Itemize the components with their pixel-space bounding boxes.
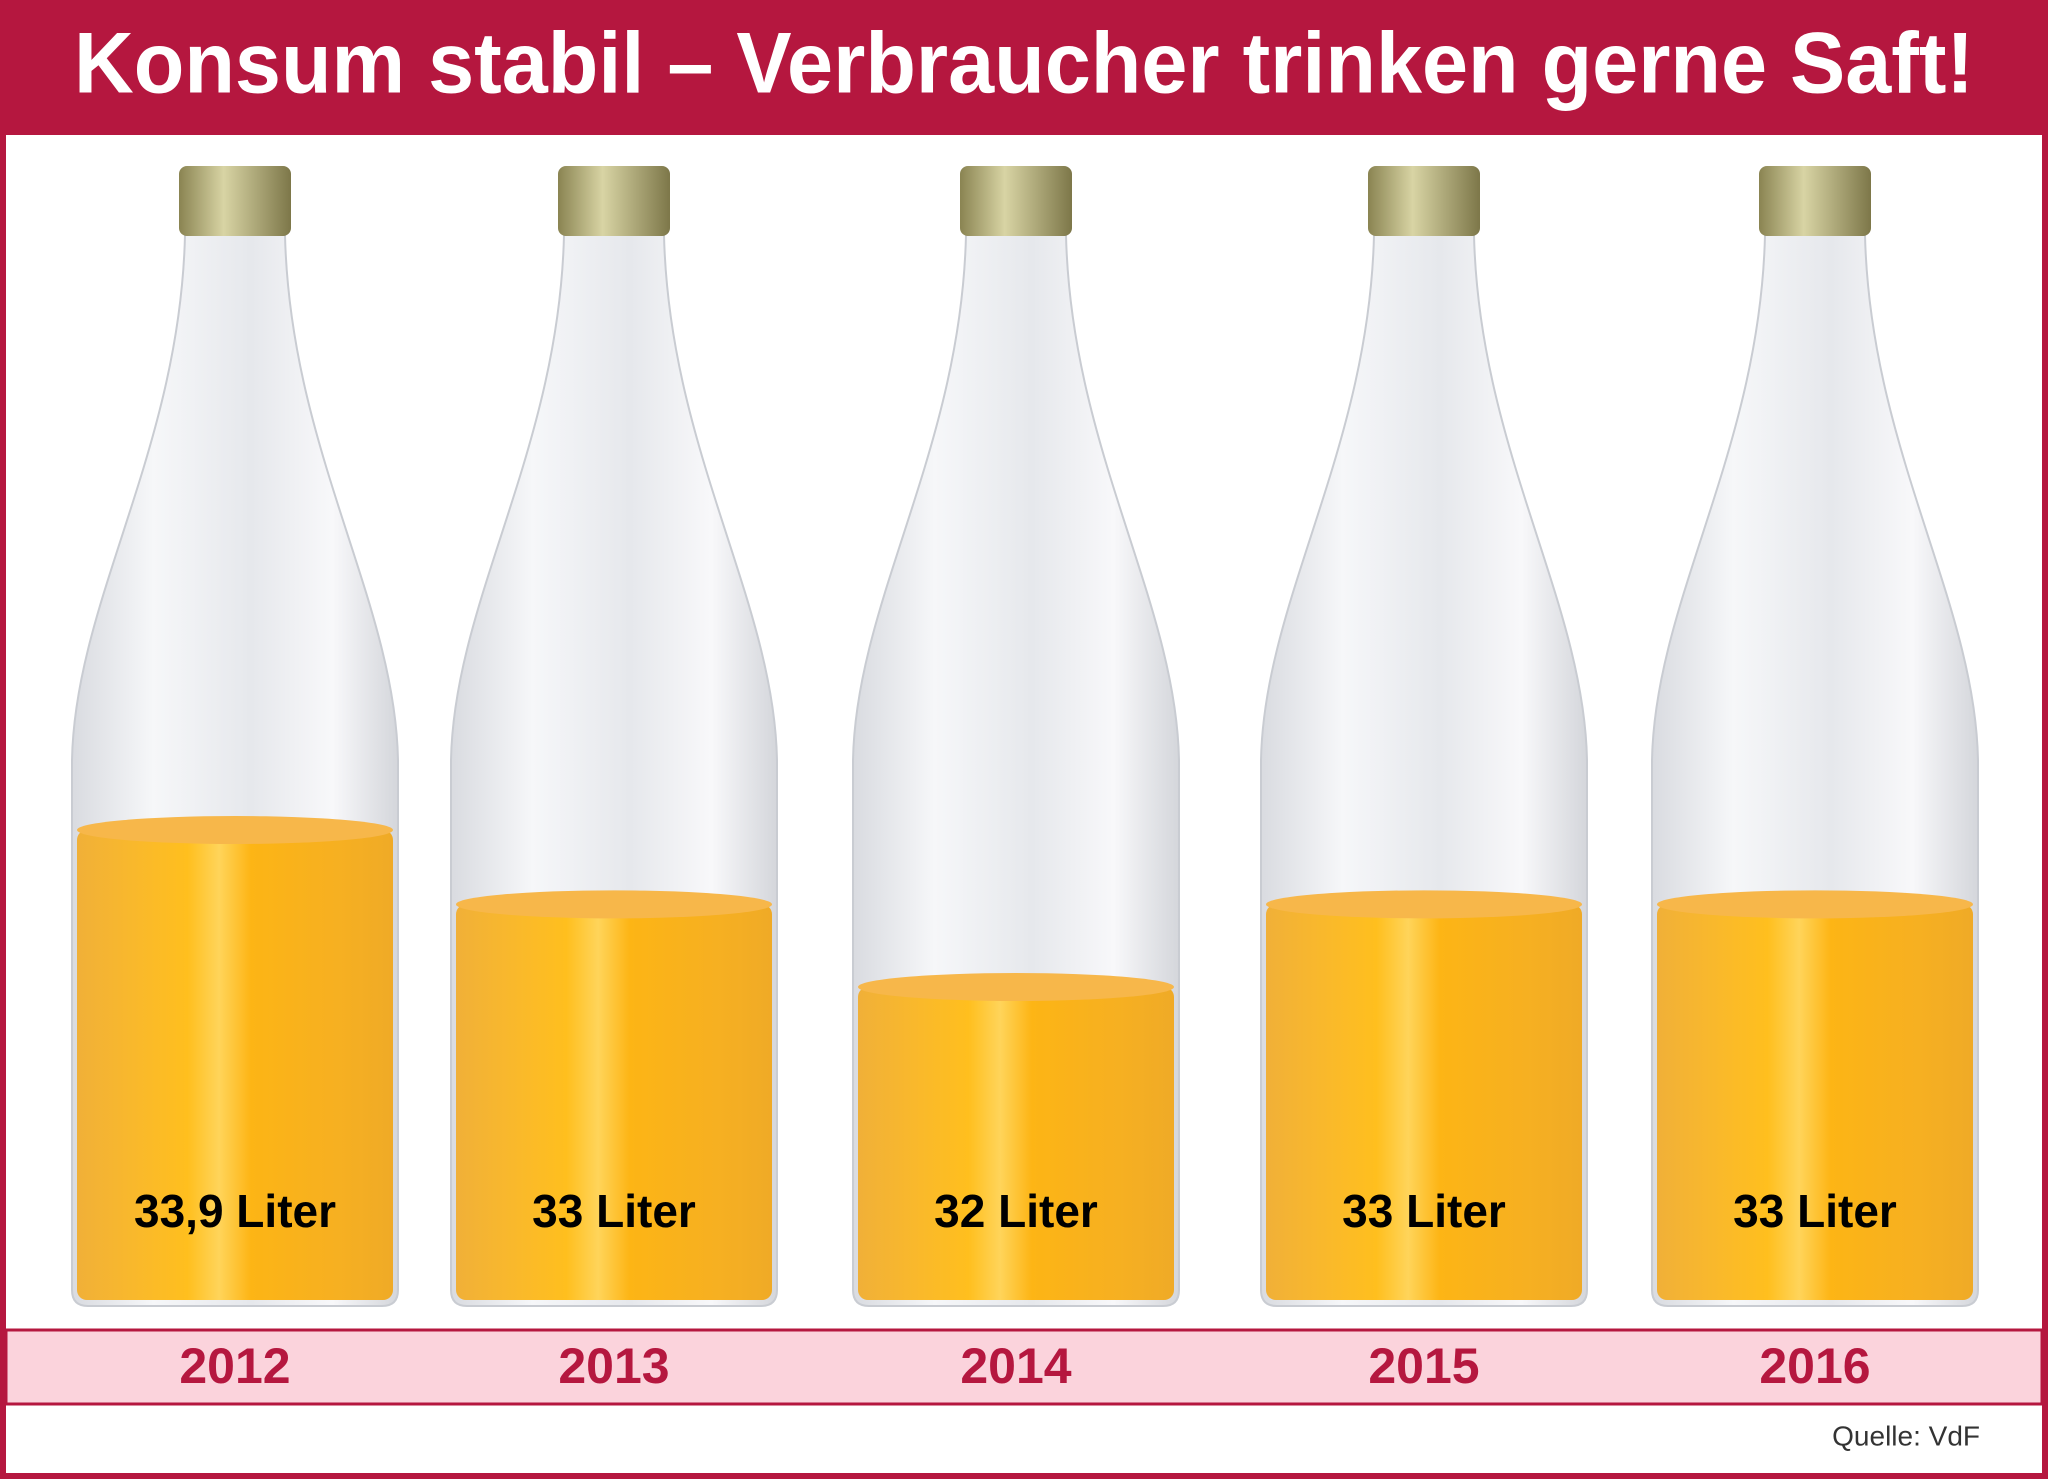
juice-surface <box>1266 890 1582 919</box>
juice-body <box>456 904 772 1300</box>
x-tick-label: 2013 <box>558 1338 669 1394</box>
x-tick-label: 2014 <box>960 1338 1071 1394</box>
source: Quelle: VdF <box>1832 1420 1980 1451</box>
juice <box>456 890 772 1300</box>
juice-surface <box>1657 890 1973 919</box>
data-label: 33 Liter <box>1733 1185 1897 1237</box>
juice-body <box>858 987 1174 1300</box>
bottle-cap <box>1759 166 1871 236</box>
juice-surface <box>77 816 393 844</box>
x-tick-label: 2016 <box>1759 1338 1870 1394</box>
data-label: 33 Liter <box>1342 1185 1506 1237</box>
x-tick-label: 2012 <box>179 1338 290 1394</box>
juice-surface <box>456 890 772 919</box>
juice <box>858 973 1174 1300</box>
bottle-cap <box>960 166 1072 236</box>
juice-surface <box>858 973 1174 1001</box>
bottle-cap <box>558 166 670 236</box>
data-label: 32 Liter <box>934 1185 1098 1237</box>
juice <box>77 816 393 1300</box>
juice-body <box>77 830 393 1300</box>
data-label: 33 Liter <box>532 1185 696 1237</box>
juice-body <box>1657 904 1973 1300</box>
juice <box>1266 890 1582 1300</box>
chart-title: Konsum stabil – Verbraucher trinken gern… <box>74 16 1974 112</box>
bottle-cap <box>1368 166 1480 236</box>
x-tick-label: 2015 <box>1368 1338 1479 1394</box>
category-strip <box>4 1328 2044 1406</box>
data-label: 33,9 Liter <box>134 1185 336 1237</box>
bottle-cap <box>179 166 291 236</box>
juice-body <box>1266 904 1582 1300</box>
title-bar <box>0 0 2048 135</box>
juice <box>1657 890 1973 1300</box>
